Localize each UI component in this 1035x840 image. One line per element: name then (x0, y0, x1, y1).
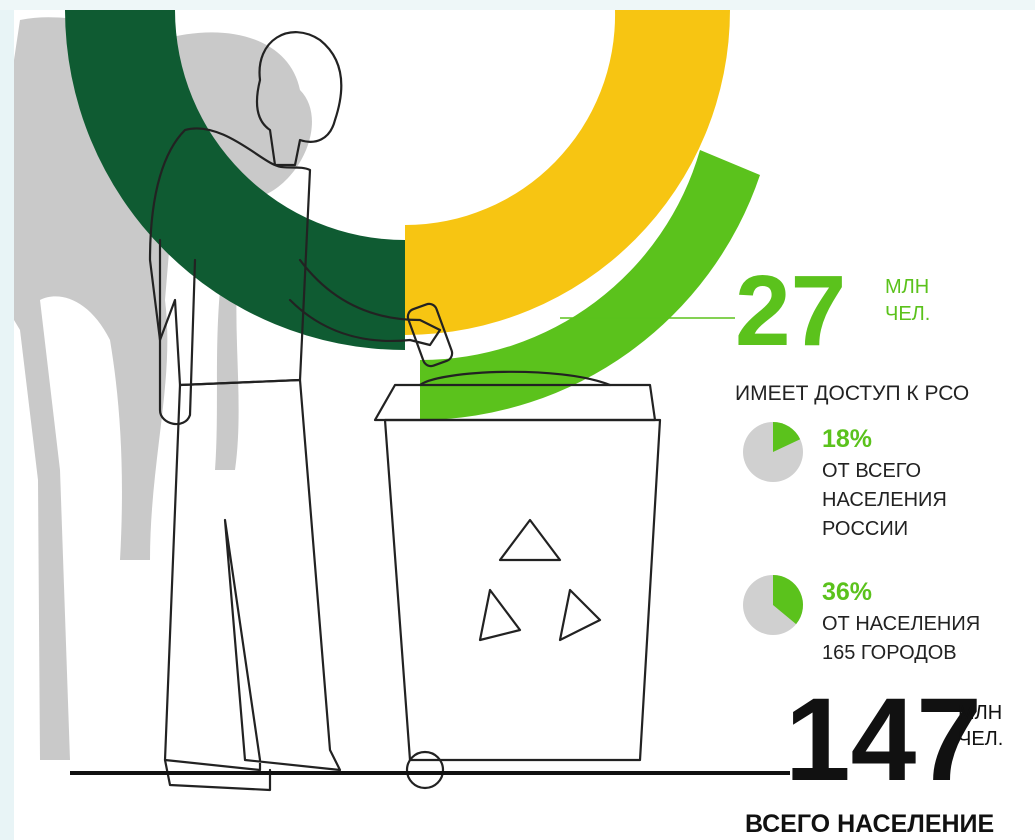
share-text: 165 ГОРОДОВ (822, 642, 957, 664)
total-caption: ВСЕГО НАСЕЛЕНИЕ (745, 810, 994, 838)
access-unit: МЛН (885, 276, 929, 298)
total-unit: МЛН (958, 702, 1002, 724)
access-caption: ИМЕЕТ ДОСТУП К РСО (735, 382, 969, 405)
edge (0, 0, 1035, 10)
edge (0, 0, 14, 840)
share-label: 18% (822, 425, 872, 453)
access-number: 27 (735, 255, 846, 367)
access-unit: ЧЕЛ. (885, 303, 930, 325)
share-text: РОССИИ (822, 518, 908, 540)
share-text: НАСЕЛЕНИЯ (822, 489, 947, 511)
share-text: ОТ ВСЕГО (822, 460, 921, 482)
total-number: 147 (785, 674, 982, 806)
share-label: 36% (822, 578, 872, 606)
infographic: 27 МЛН ЧЕЛ. ИМЕЕТ ДОСТУП К РСО 18% ОТ ВСЕ… (0, 0, 1035, 840)
share-text: ОТ НАСЕЛЕНИЯ (822, 613, 980, 635)
total-unit: ЧЕЛ. (958, 728, 1003, 750)
